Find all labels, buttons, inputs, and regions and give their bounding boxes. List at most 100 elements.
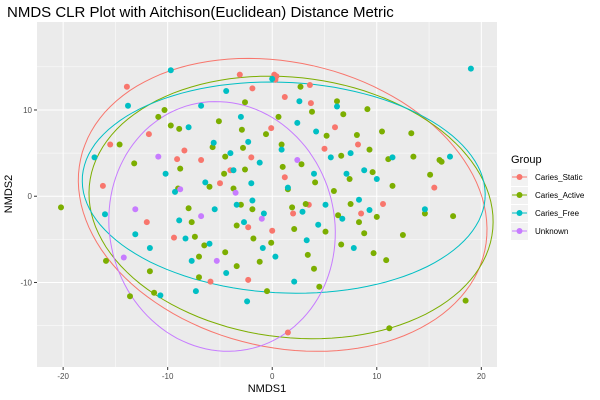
y-tick-label: -10: [20, 278, 32, 287]
point-caries-free: [373, 176, 380, 182]
point-caries-active: [389, 182, 396, 189]
point-caries-static: [143, 219, 150, 226]
point-caries-static: [198, 157, 205, 163]
x-tick-label: -20: [57, 372, 69, 381]
point-caries-active: [215, 118, 222, 125]
point-caries-static: [171, 234, 177, 241]
point-caries-static: [248, 154, 255, 161]
x-axis-title: NMDS1: [248, 383, 287, 395]
point-caries-static: [249, 85, 256, 92]
axes: -20 -10 0 10 20 -10 0 10: [20, 106, 486, 381]
point-caries-active: [58, 204, 64, 211]
x-tick-label: 0: [270, 372, 275, 381]
point-caries-free: [244, 298, 251, 305]
point-caries-active: [312, 179, 319, 186]
point-caries-active: [233, 263, 240, 270]
point-caries-static: [358, 210, 365, 217]
point-caries-static: [123, 83, 130, 90]
point-caries-active: [237, 201, 244, 208]
point-caries-active: [240, 144, 246, 151]
point-caries-active: [222, 249, 229, 256]
point-caries-free: [241, 219, 247, 226]
point-unknown: [155, 153, 162, 160]
point-caries-free: [256, 159, 263, 166]
point-caries-static: [268, 125, 275, 132]
point-caries-free: [347, 150, 354, 157]
point-caries-active: [386, 325, 393, 332]
y-axis-title: NMDS2: [3, 175, 15, 214]
point-caries-free: [315, 221, 322, 228]
point-caries-static: [236, 71, 243, 78]
point-caries-active: [289, 204, 296, 211]
point-caries-active: [185, 205, 192, 212]
point-caries-free: [91, 154, 98, 161]
point-caries-static: [174, 156, 181, 163]
point-caries-active: [361, 230, 368, 237]
point-caries-free: [249, 197, 256, 204]
point-caries-static: [307, 100, 314, 107]
point-caries-active: [316, 283, 323, 290]
point-caries-static: [281, 174, 288, 181]
point-caries-active: [256, 258, 263, 265]
point-caries-free: [356, 196, 362, 203]
point-caries-active: [450, 213, 457, 220]
point-caries-active: [408, 130, 415, 137]
point-caries-active: [264, 288, 270, 295]
point-caries-free: [245, 138, 252, 145]
point-layer: [58, 65, 474, 336]
point-caries-active: [268, 239, 275, 246]
point-caries-static: [181, 147, 188, 154]
point-caries-static: [380, 201, 386, 207]
x-tick-label: 10: [372, 372, 381, 381]
point-caries-active: [335, 212, 342, 219]
point-caries-active: [177, 165, 184, 172]
legend: Group Caries_Static Caries_Active Caries_F…: [511, 154, 585, 240]
point-caries-active: [304, 251, 311, 258]
x-tick-label: 20: [477, 372, 486, 381]
point-caries-free: [102, 211, 108, 218]
legend-key-point: [516, 174, 523, 180]
point-unknown: [258, 215, 265, 222]
point-caries-free: [272, 253, 279, 260]
point-caries-active: [364, 106, 371, 113]
point-caries-active: [188, 219, 195, 226]
point-caries-active: [238, 126, 245, 133]
x-tick-label: -10: [162, 372, 174, 381]
point-caries-free: [185, 124, 192, 131]
point-caries-free: [339, 215, 346, 222]
point-caries-active: [263, 131, 269, 138]
point-caries-free: [206, 240, 213, 247]
point-caries-active: [302, 201, 309, 207]
point-caries-active: [421, 210, 428, 217]
point-caries-free: [211, 206, 218, 213]
point-caries-active: [436, 157, 443, 163]
point-caries-free: [192, 288, 199, 295]
point-caries-free: [447, 153, 453, 160]
point-caries-active: [322, 228, 329, 235]
point-caries-active: [356, 219, 362, 226]
point-caries-active: [242, 99, 248, 106]
point-caries-free: [230, 167, 237, 174]
point-caries-free: [311, 170, 317, 177]
point-caries-free: [210, 139, 217, 146]
point-caries-free: [146, 245, 153, 251]
plot-panel: [37, 22, 497, 367]
point-caries-free: [313, 128, 320, 135]
point-caries-free: [294, 119, 301, 126]
point-caries-active: [155, 113, 162, 120]
legend-label: Unknown: [535, 227, 568, 236]
point-caries-active: [146, 268, 153, 275]
point-caries-active: [249, 206, 256, 213]
point-caries-active: [196, 253, 202, 260]
y-tick-label: 0: [28, 192, 33, 201]
point-caries-free: [188, 257, 195, 264]
legend-label: Caries_Static: [535, 173, 583, 182]
point-caries-active: [131, 160, 138, 167]
ellipse-caries-static: [77, 57, 488, 352]
point-caries-static: [107, 141, 114, 148]
point-caries-active: [221, 170, 228, 177]
point-caries-free: [334, 103, 340, 110]
point-caries-free: [421, 206, 428, 213]
point-caries-active: [427, 171, 434, 178]
point-caries-active: [338, 152, 345, 159]
